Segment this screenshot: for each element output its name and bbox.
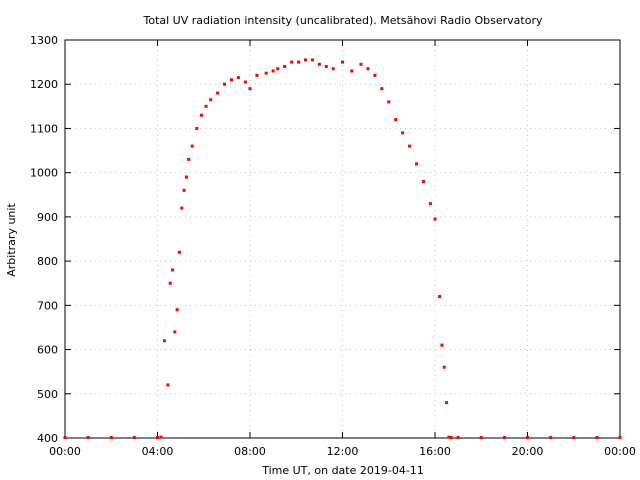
data-point (63, 436, 67, 440)
data-point (264, 71, 268, 75)
data-point (438, 294, 442, 298)
data-point (479, 436, 483, 440)
x-tick-label: 12:00 (327, 445, 359, 458)
data-point (549, 436, 553, 440)
y-tick-label: 400 (37, 432, 58, 445)
data-point (373, 73, 377, 77)
data-point (236, 76, 240, 80)
data-point (283, 65, 287, 69)
data-point (109, 436, 113, 440)
data-point (168, 281, 172, 285)
data-point (331, 67, 335, 71)
data-point (341, 60, 344, 64)
y-tick-label: 500 (37, 388, 58, 401)
data-point (271, 69, 275, 73)
data-point (572, 436, 576, 440)
data-point (366, 67, 370, 71)
data-point (433, 217, 437, 221)
data-point (618, 436, 622, 440)
data-point (595, 436, 599, 440)
data-point (421, 180, 425, 184)
data-point (449, 436, 453, 440)
data-point (440, 343, 444, 347)
data-point (415, 162, 418, 166)
data-point (445, 401, 449, 405)
y-tick-label: 1200 (30, 78, 58, 91)
data-point (184, 175, 188, 179)
data-point (230, 78, 233, 82)
data-point (526, 436, 529, 440)
data-points (63, 58, 622, 440)
data-point (209, 98, 213, 102)
data-point (162, 339, 166, 343)
y-tick-label: 700 (37, 299, 58, 312)
x-axis-label: Time UT, on date 2019-04-11 (261, 464, 424, 477)
data-point (276, 67, 280, 71)
data-point (408, 144, 412, 148)
data-point (182, 188, 186, 192)
data-point (199, 113, 203, 117)
data-point (248, 87, 252, 91)
data-point (310, 58, 314, 62)
data-point (195, 126, 199, 130)
data-point (223, 82, 227, 86)
data-point (387, 100, 391, 104)
data-point (187, 157, 191, 161)
y-tick-label: 1300 (30, 34, 58, 47)
data-point (156, 436, 159, 440)
data-point (442, 365, 446, 369)
data-point (171, 268, 175, 272)
y-tick-label: 800 (37, 255, 58, 268)
x-tick-label: 20:00 (512, 445, 544, 458)
data-point (86, 436, 90, 440)
data-point (394, 118, 398, 122)
data-point (159, 435, 163, 439)
y-tick-label: 1000 (30, 167, 58, 180)
data-point (190, 144, 194, 148)
x-tick-label: 04:00 (142, 445, 174, 458)
data-point (177, 250, 181, 254)
tick-labels: 00:00 04:00 08:00 12:00 16:00 20:00 00:0040050… (30, 34, 636, 458)
data-point (173, 330, 177, 334)
data-point (216, 91, 220, 95)
x-tick-label: 00:00 (604, 445, 636, 458)
data-point (380, 87, 384, 91)
data-point (243, 80, 247, 84)
chart-title: Total UV radiation intensity (uncalibrat… (143, 14, 543, 27)
data-point (132, 436, 136, 440)
x-tick-label: 08:00 (234, 445, 266, 458)
data-point (166, 383, 170, 387)
data-point (180, 206, 184, 210)
data-point (304, 58, 307, 62)
data-point (324, 65, 328, 69)
y-tick-label: 900 (37, 211, 58, 224)
data-point (175, 308, 179, 312)
x-tick-label: 16:00 (419, 445, 451, 458)
data-point (204, 104, 208, 108)
data-point (502, 436, 506, 440)
y-axis-label: Arbitrary unit (5, 203, 18, 277)
x-tick-label: 00:00 (49, 445, 81, 458)
data-point (428, 202, 432, 206)
data-point (255, 73, 259, 77)
y-tick-label: 1100 (30, 122, 58, 135)
data-point (350, 69, 354, 73)
data-point (456, 436, 460, 440)
data-point (447, 435, 451, 439)
data-point (297, 60, 301, 64)
data-point (401, 131, 405, 135)
y-tick-label: 600 (37, 344, 58, 357)
data-point (290, 60, 294, 64)
data-point (317, 62, 321, 66)
data-point (359, 62, 363, 66)
